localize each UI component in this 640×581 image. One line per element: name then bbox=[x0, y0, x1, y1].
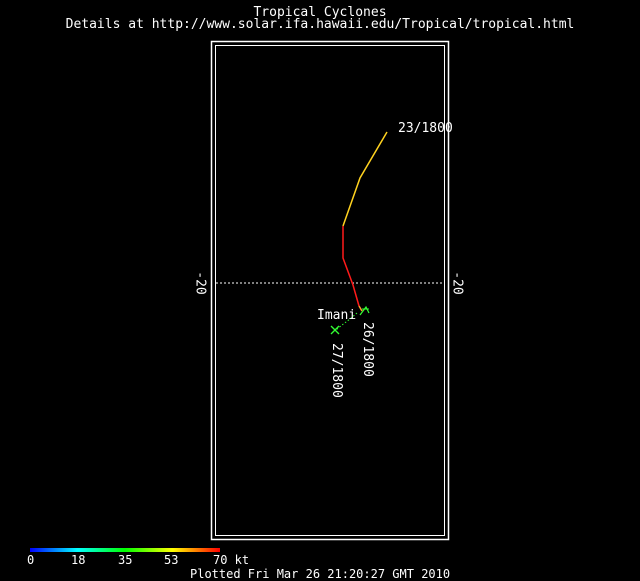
forecast-track bbox=[335, 312, 358, 331]
colorbar-tick-70: 70 kt bbox=[213, 553, 250, 567]
storm-position-icon bbox=[359, 305, 370, 316]
track-segment-current bbox=[358, 305, 363, 312]
details-url: Details at http://www.solar.ifa.hawaii.e… bbox=[65, 17, 575, 32]
latitude-label-right: -20 bbox=[450, 271, 465, 294]
colorbar-tick-0: 0 bbox=[27, 553, 35, 567]
storm-name-label: Imani bbox=[317, 308, 356, 323]
forecast-position-icon bbox=[330, 325, 340, 335]
map-title: Tropical Cyclones bbox=[253, 5, 387, 20]
forecast-time-label: 27/1800 bbox=[329, 343, 344, 398]
intensity-colorbar bbox=[30, 548, 220, 552]
latitude-label-left: -20 bbox=[193, 271, 208, 294]
plot-timestamp: Plotted Fri Mar 26 21:20:27 GMT 2010 bbox=[190, 567, 451, 581]
current-time-label: 26/1800 bbox=[360, 322, 375, 377]
colorbar-tick-53: 53 bbox=[164, 553, 179, 567]
map-frame-outer bbox=[210, 40, 450, 541]
start-time-label: 23/1800 bbox=[398, 121, 453, 136]
track-segment-peak bbox=[342, 226, 360, 307]
map-frame-inner bbox=[215, 45, 445, 536]
colorbar-tick-18: 18 bbox=[71, 553, 86, 567]
colorbar-tick-35: 35 bbox=[118, 553, 133, 567]
track-segment-early bbox=[342, 131, 388, 227]
